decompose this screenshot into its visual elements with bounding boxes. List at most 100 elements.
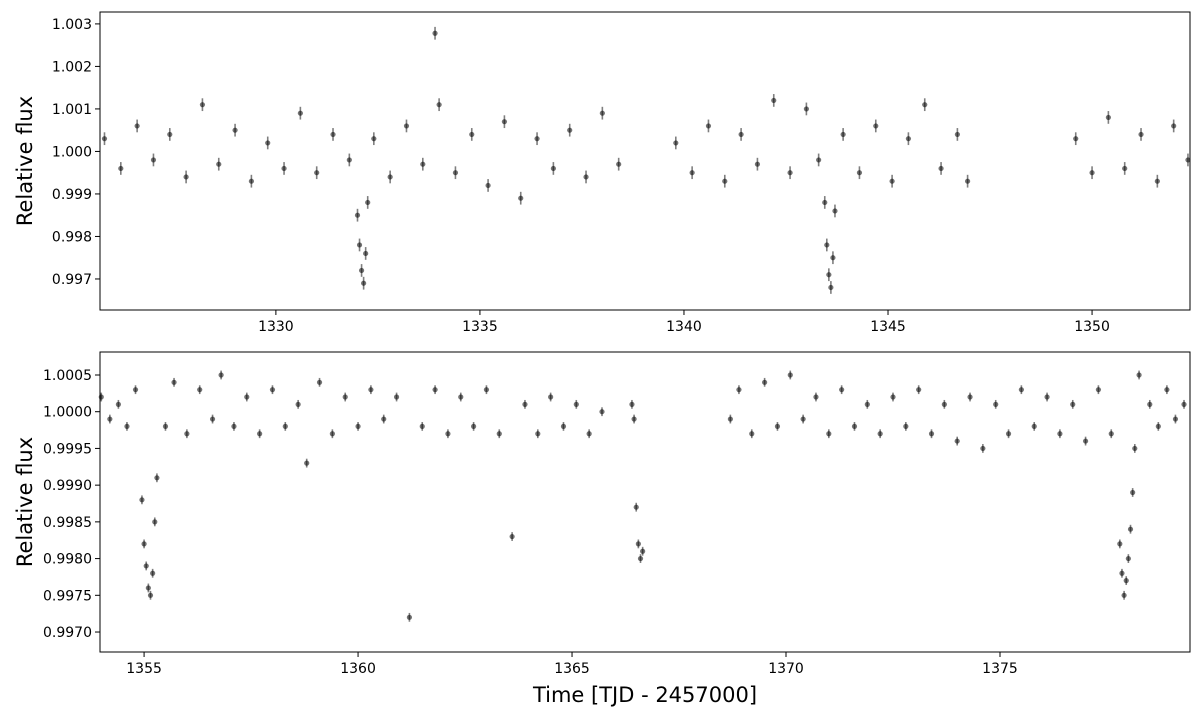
data-point bbox=[1018, 387, 1024, 393]
data-point bbox=[244, 394, 250, 400]
data-point bbox=[816, 157, 822, 163]
data-point bbox=[269, 387, 276, 393]
data-point bbox=[749, 431, 755, 437]
data-point bbox=[452, 170, 459, 176]
data-point bbox=[363, 250, 369, 257]
data-point bbox=[754, 161, 761, 167]
data-point bbox=[403, 123, 410, 129]
data-point bbox=[314, 170, 320, 176]
data-point bbox=[599, 409, 605, 415]
data-point bbox=[954, 131, 960, 138]
data-point bbox=[1147, 401, 1153, 407]
data-point bbox=[147, 592, 154, 598]
data-point bbox=[257, 431, 263, 437]
data-point bbox=[419, 423, 425, 429]
data-point bbox=[813, 394, 819, 400]
y-tick-label: 0.997 bbox=[52, 272, 92, 288]
data-point bbox=[432, 30, 438, 36]
data-point bbox=[485, 182, 491, 189]
data-point bbox=[1044, 394, 1050, 400]
data-point bbox=[803, 106, 809, 112]
y-tick-label: 0.9995 bbox=[43, 441, 92, 457]
x-axis-label: Time [TJD - 2457000] bbox=[532, 683, 757, 707]
data-point bbox=[501, 119, 508, 125]
data-point bbox=[727, 416, 733, 422]
data-point bbox=[282, 423, 288, 429]
data-point bbox=[162, 423, 169, 429]
data-point bbox=[954, 438, 960, 444]
data-point bbox=[1122, 165, 1128, 172]
data-point bbox=[722, 178, 728, 184]
y-tick-label: 1.0000 bbox=[43, 405, 92, 421]
data-point bbox=[762, 379, 768, 385]
x-tick-label: 1360 bbox=[340, 661, 376, 677]
data-point bbox=[358, 267, 365, 274]
data-point bbox=[629, 401, 635, 407]
data-point bbox=[150, 570, 156, 576]
data-point bbox=[1031, 423, 1037, 429]
data-point bbox=[1164, 387, 1170, 393]
data-point bbox=[964, 178, 971, 184]
y-tick-label: 1.001 bbox=[52, 102, 92, 118]
data-point bbox=[877, 431, 883, 437]
data-point bbox=[356, 242, 363, 248]
data-point bbox=[150, 157, 157, 163]
data-point bbox=[152, 519, 158, 525]
data-point bbox=[890, 394, 896, 400]
data-point bbox=[387, 174, 393, 180]
data-point bbox=[218, 372, 224, 378]
data-point bbox=[873, 123, 879, 129]
data-point bbox=[826, 431, 832, 437]
x-tick-label: 1365 bbox=[554, 661, 590, 677]
data-point bbox=[297, 110, 303, 116]
data-point bbox=[633, 504, 639, 510]
x-tick-label: 1345 bbox=[870, 319, 906, 335]
data-point bbox=[980, 445, 986, 452]
data-point bbox=[550, 165, 556, 172]
y-axis-label: Relative flux bbox=[13, 437, 37, 567]
data-point bbox=[1125, 555, 1131, 562]
y-tick-label: 0.9990 bbox=[43, 478, 92, 494]
data-point bbox=[1105, 114, 1111, 121]
data-point bbox=[1057, 431, 1063, 437]
data-point bbox=[304, 460, 310, 466]
data-point bbox=[134, 123, 140, 129]
data-point bbox=[548, 394, 554, 400]
data-point bbox=[832, 208, 838, 214]
data-point bbox=[115, 401, 122, 407]
y-tick-label: 0.9980 bbox=[43, 552, 92, 568]
data-point bbox=[361, 280, 367, 286]
axes-frame bbox=[99, 351, 1191, 653]
y-tick-label: 1.000 bbox=[52, 144, 92, 160]
data-point bbox=[774, 423, 781, 429]
data-point bbox=[967, 394, 973, 400]
data-point bbox=[1136, 372, 1142, 378]
data-point bbox=[673, 140, 679, 146]
data-point bbox=[560, 423, 567, 429]
data-point bbox=[231, 423, 237, 429]
data-point bbox=[101, 136, 108, 142]
data-point bbox=[1181, 401, 1187, 407]
data-point bbox=[368, 387, 374, 393]
data-point bbox=[143, 563, 149, 569]
data-point bbox=[635, 541, 641, 547]
data-point bbox=[406, 614, 413, 620]
data-point bbox=[248, 178, 255, 184]
x-tick-label: 1375 bbox=[982, 661, 1018, 677]
data-point bbox=[1089, 170, 1095, 176]
data-point bbox=[1185, 157, 1191, 163]
data-point bbox=[354, 212, 361, 218]
data-point bbox=[640, 548, 646, 554]
data-point bbox=[689, 170, 695, 176]
data-point bbox=[787, 372, 793, 378]
data-point bbox=[905, 136, 912, 142]
data-point bbox=[483, 387, 490, 393]
data-point bbox=[771, 97, 777, 104]
data-point bbox=[1117, 541, 1123, 547]
data-point bbox=[1154, 178, 1160, 184]
data-point bbox=[132, 387, 139, 393]
x-tick-label: 1370 bbox=[768, 661, 804, 677]
data-point bbox=[167, 131, 173, 138]
y-tick-label: 1.0005 bbox=[43, 368, 92, 384]
data-point bbox=[98, 394, 104, 400]
